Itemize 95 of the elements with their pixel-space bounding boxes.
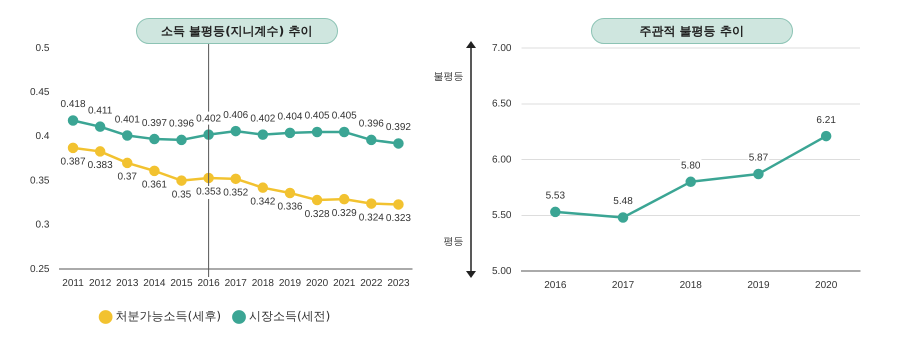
data-label: 0.392 xyxy=(386,122,412,134)
data-label: 0.353 xyxy=(196,186,222,198)
data-label: 0.402 xyxy=(196,113,222,124)
point xyxy=(176,175,187,186)
legend-label: 시장소득(세전) xyxy=(249,309,330,324)
chart-title: 주관적 불평등 추이 xyxy=(590,18,793,44)
point xyxy=(258,182,268,193)
point xyxy=(312,126,322,138)
y-tick-label: 0.4 xyxy=(36,131,50,142)
x-tick-label: 2012 xyxy=(89,278,112,289)
data-label: 5.48 xyxy=(613,196,634,208)
x-tick-label: 2019 xyxy=(278,278,302,289)
x-tick-label: 2023 xyxy=(387,278,410,289)
x-tick-label: 2018 xyxy=(252,278,274,289)
y-tick-label: 0.3 xyxy=(36,220,50,231)
data-label: 0.383 xyxy=(88,160,114,172)
x-tick-label: 2016 xyxy=(544,280,567,291)
point xyxy=(820,130,832,142)
point xyxy=(618,212,628,223)
point xyxy=(312,194,322,206)
point xyxy=(94,146,106,157)
x-tick-label: 2021 xyxy=(333,278,356,289)
data-label: 0.406 xyxy=(223,110,249,121)
x-tick-label: 2013 xyxy=(116,278,139,289)
data-label: 0.323 xyxy=(386,213,412,224)
point xyxy=(149,134,160,144)
x-tick-label: 2020 xyxy=(306,278,329,289)
point xyxy=(284,128,296,138)
y-tick-label: 5.50 xyxy=(492,210,512,221)
x-tick-label: 2014 xyxy=(143,278,166,289)
x-tick-label: 2022 xyxy=(360,278,383,289)
data-label: 6.21 xyxy=(816,114,836,126)
point xyxy=(550,206,561,218)
point xyxy=(68,115,78,126)
y-tick-label: 6.50 xyxy=(492,98,512,110)
x-tick-label: 2018 xyxy=(680,280,702,291)
point xyxy=(366,134,377,146)
x-tick-label: 2020 xyxy=(815,280,838,291)
point xyxy=(94,121,106,132)
point xyxy=(338,194,350,204)
data-label: 0.324 xyxy=(358,212,384,224)
data-label: 0.328 xyxy=(304,208,330,220)
data-label: 0.37 xyxy=(118,172,138,183)
x-tick-label: 2011 xyxy=(62,278,84,289)
point xyxy=(393,138,404,149)
data-label: 0.361 xyxy=(142,180,168,191)
x-tick-label: 2019 xyxy=(747,280,770,291)
point xyxy=(338,126,350,138)
x-tick-label: 2016 xyxy=(197,278,220,289)
y-tick-label: 0.5 xyxy=(36,42,50,54)
data-label: 0.404 xyxy=(277,112,303,123)
data-label: 5.87 xyxy=(748,152,769,164)
y-tick-label: 0.25 xyxy=(30,264,50,275)
y-tick-label: 5.00 xyxy=(492,266,512,277)
data-label: 0.35 xyxy=(172,189,192,200)
data-label: 5.80 xyxy=(680,160,701,172)
text: 평등 xyxy=(443,236,464,248)
data-label: 0.418 xyxy=(60,99,86,110)
point xyxy=(149,166,160,176)
text: 불평등 xyxy=(433,72,464,83)
y-tick-label: 6.00 xyxy=(492,154,512,166)
x-tick-label: 2015 xyxy=(170,278,194,289)
y-tick-label: 7.00 xyxy=(492,42,512,54)
point xyxy=(122,130,133,141)
point xyxy=(366,198,377,209)
data-label: 0.352 xyxy=(223,188,249,199)
chart-title: 소득 불평등(지니계수) 추이 xyxy=(136,18,338,44)
point xyxy=(68,142,78,154)
point xyxy=(176,134,187,146)
data-label: 0.397 xyxy=(142,118,168,129)
point xyxy=(685,176,696,188)
point xyxy=(393,199,404,210)
data-label: 0.342 xyxy=(250,196,276,208)
point xyxy=(230,126,241,136)
x-tick-label: 2017 xyxy=(224,278,248,289)
y-tick-label: 0.35 xyxy=(30,175,50,186)
data-label: 0.396 xyxy=(168,118,194,130)
point xyxy=(753,168,764,180)
data-label: 0.401 xyxy=(114,114,140,126)
data-label: 0.336 xyxy=(277,202,303,213)
point xyxy=(284,188,296,198)
data-label: 0.402 xyxy=(250,113,276,124)
point xyxy=(230,174,241,184)
data-label: 5.53 xyxy=(546,190,566,202)
y-tick-label: 0.45 xyxy=(30,86,50,98)
x-tick-label: 2017 xyxy=(612,280,635,291)
data-label: 0.405 xyxy=(332,110,358,122)
legend-label: 처분가능소득(세후) xyxy=(116,309,222,324)
data-label: 0.396 xyxy=(358,118,384,130)
data-label: 0.411 xyxy=(88,105,113,116)
data-label: 0.387 xyxy=(60,156,86,168)
data-label: 0.329 xyxy=(332,208,358,219)
point xyxy=(258,129,268,140)
point xyxy=(122,158,133,168)
data-label: 0.405 xyxy=(304,110,330,122)
